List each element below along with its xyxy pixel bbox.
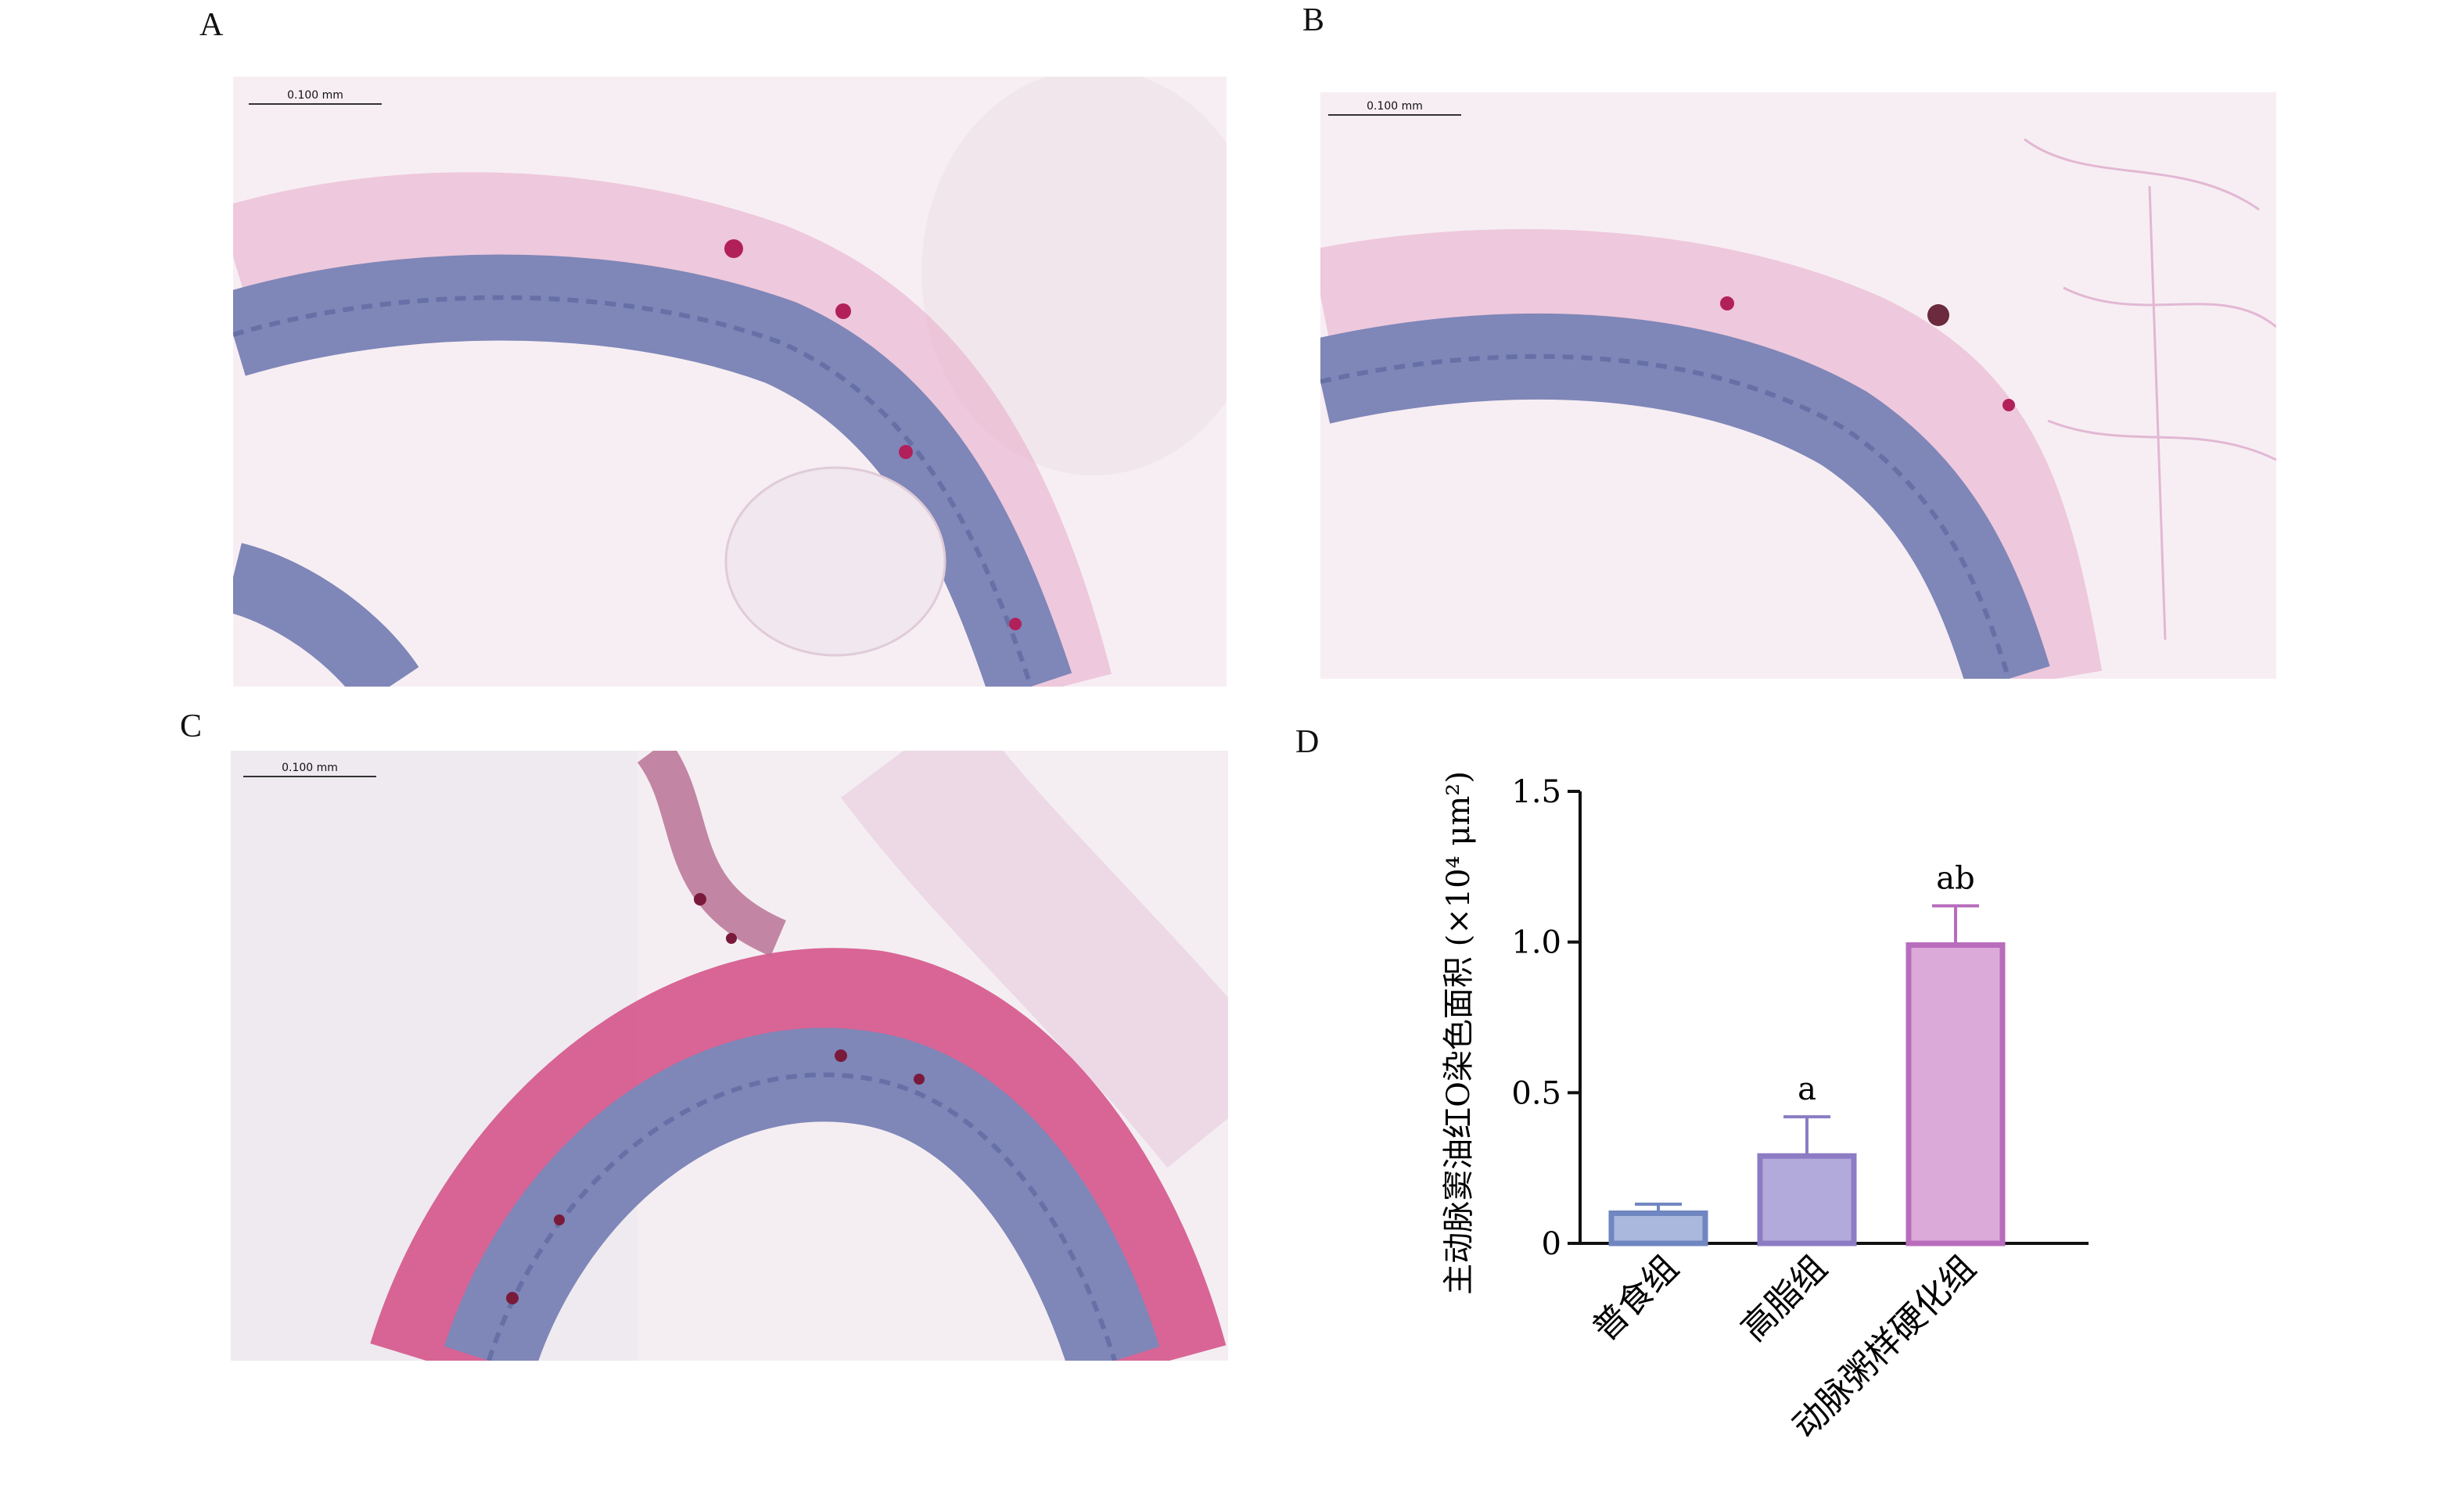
bar-chart: 0 0.5 1.0 1.5 主动脉窦油红O染色面积 (×10⁴ μm²) 普食组 a 高脂组 a… [1424, 704, 2128, 1470]
scale-bar-c-label: 0.100 mm [282, 762, 338, 774]
significance-label: a [1798, 1071, 1816, 1107]
significance-label: ab [1936, 860, 1974, 896]
y-tick-label: 1.5 [1511, 774, 1561, 810]
x-tick-label: 高脂组 [1733, 1248, 1834, 1349]
scale-bar-b: 0.100 mm [1328, 100, 1461, 116]
y-tick-label: 0 [1542, 1226, 1561, 1262]
scale-bar-a: 0.100 mm [249, 89, 382, 105]
panel-label-a: A [199, 7, 224, 43]
bar [1608, 1210, 1708, 1246]
micrograph-a: 0.100 mm [233, 77, 1227, 687]
micrograph-c: 0.100 mm [231, 751, 1228, 1361]
y-axis-label: 主动脉窦油红O染色面积 (×10⁴ μm²) [1441, 771, 1477, 1295]
panel-label-c: C [180, 708, 203, 744]
scale-bar-b-label: 0.100 mm [1367, 100, 1423, 113]
scale-bar-a-label: 0.100 mm [287, 89, 343, 102]
y-tick-label: 0.5 [1511, 1075, 1561, 1111]
micrograph-b: 0.100 mm [1320, 92, 2276, 679]
panel-label-d: D [1295, 724, 1320, 760]
bar [1757, 1153, 1857, 1246]
panel-label-b: B [1302, 2, 1325, 38]
x-tick-label: 普食组 [1585, 1248, 1686, 1349]
bar [1905, 942, 2006, 1246]
y-tick-label: 1.0 [1511, 925, 1561, 961]
scale-bar-c: 0.100 mm [243, 762, 376, 777]
